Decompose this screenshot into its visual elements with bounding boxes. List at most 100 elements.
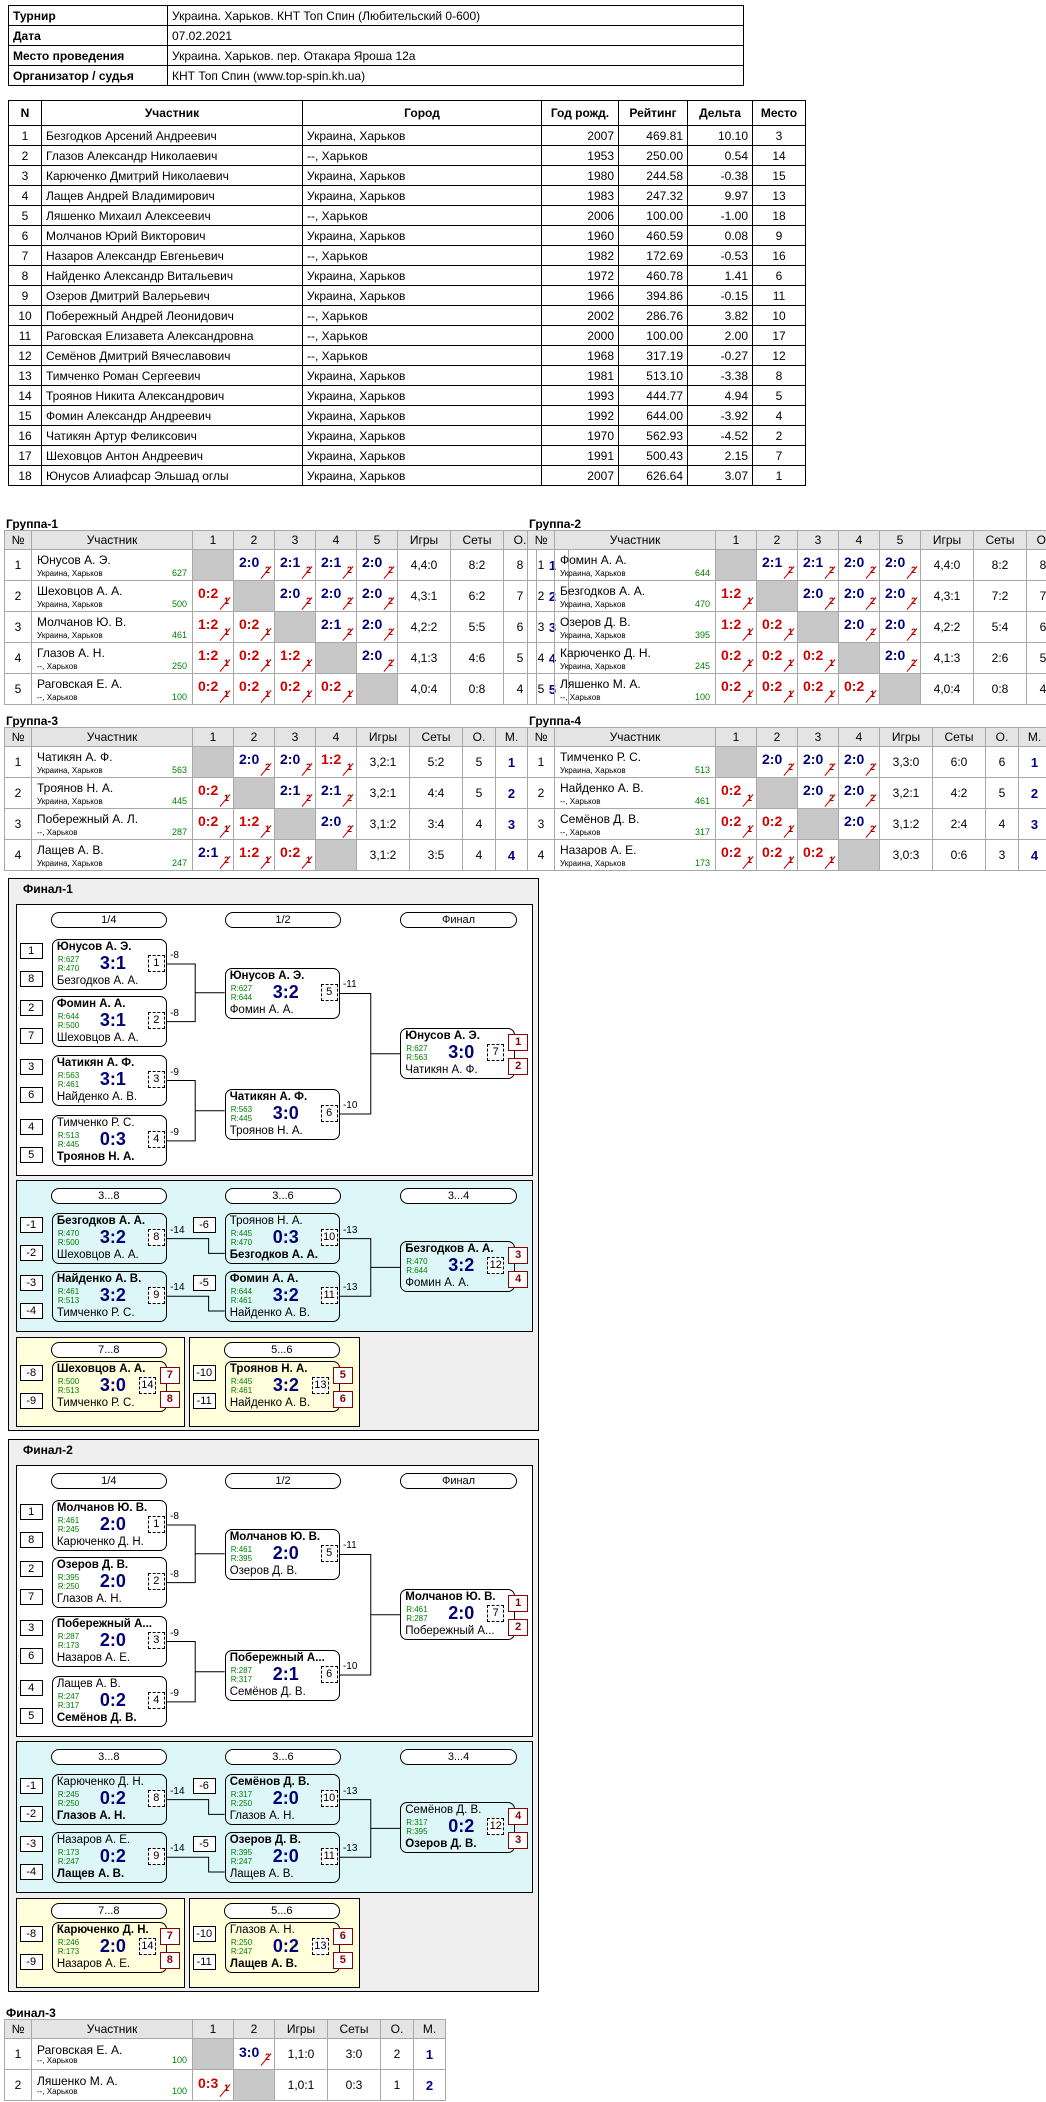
score: 1:2 bbox=[721, 615, 742, 632]
participant-cell: Фомин А. А. Украина, Харьков 644 bbox=[554, 549, 716, 581]
player-1: Карюченко Д. Н. bbox=[56, 1923, 149, 1936]
cell: 2000 bbox=[541, 325, 619, 346]
player-1: Глазов А. Н. bbox=[229, 1923, 295, 1936]
final-place: 7 bbox=[159, 1366, 180, 1384]
result: 0:2 1 bbox=[236, 675, 272, 704]
player-2: Семёнов Д. В. bbox=[56, 1712, 137, 1725]
cell: 172.69 bbox=[618, 245, 688, 266]
result: 0:2 1 bbox=[236, 613, 272, 642]
points: 2 bbox=[379, 565, 393, 578]
result: 2:0 2 bbox=[318, 810, 354, 839]
cell: -0.38 bbox=[687, 165, 753, 186]
result: 1:2 1 bbox=[277, 644, 313, 673]
cell: 1960 bbox=[541, 225, 619, 246]
result-cell: 2:0 2 bbox=[879, 580, 921, 612]
final-place: 5 bbox=[332, 1951, 353, 1969]
score: 1:2 bbox=[239, 812, 260, 829]
points-total: 6 bbox=[985, 746, 1019, 778]
match-box: Молчанов Ю. В. R:461 R:395 2:0 Озеров Д. В. 5 bbox=[224, 1528, 340, 1580]
participant-cell: Ляшенко М. А. --, Харьков 100 bbox=[31, 2069, 193, 2101]
sets: 6:2 bbox=[450, 580, 504, 612]
result-cell: 0:2 1 bbox=[756, 642, 798, 674]
column-header: 4 bbox=[315, 530, 357, 550]
rating-1: R:287 bbox=[57, 1632, 80, 1642]
round-header: 3...6 bbox=[224, 1748, 342, 1765]
loser-goes-to: -8 bbox=[170, 949, 179, 961]
match-score: 3:0 bbox=[272, 1102, 299, 1123]
column-header: 1 bbox=[192, 2019, 234, 2039]
cell: 1966 bbox=[541, 285, 619, 306]
rating-1: R:317 bbox=[406, 1818, 428, 1828]
header-label: Организатор / судья bbox=[8, 65, 168, 86]
player-2: Тимченко Р. С. bbox=[56, 1396, 135, 1409]
participant: Назаров А. Е. Украина, Харьков 173 bbox=[557, 841, 713, 870]
participant-city: --, Харьков bbox=[37, 827, 78, 837]
points-total: 3 bbox=[985, 839, 1019, 871]
sets: 2:4 bbox=[932, 808, 986, 840]
games: 3,2:1 bbox=[879, 777, 933, 809]
match-box: Карюченко Д. Н. R:246 R:173 2:0 Назаров А. Е… bbox=[51, 1921, 180, 1973]
cell: --, Харьков bbox=[302, 145, 542, 166]
player-1: Чатикян А. Ф. bbox=[229, 1090, 308, 1103]
participant-cell: Безгодков А. А. Украина, Харьков 470 bbox=[554, 580, 716, 612]
round-header: 7...8 bbox=[50, 1342, 168, 1359]
result-cell: 2:0 2 bbox=[797, 777, 839, 809]
result: 1:2 1 bbox=[718, 582, 754, 611]
participant-rating: 245 bbox=[694, 660, 710, 671]
cell: 1 bbox=[752, 465, 806, 486]
bracket-panel: 7...8 -8 -9 Карюченко Д. Н. R:246 R:173 2:0 Наз… bbox=[16, 1898, 185, 1988]
cell: 2 bbox=[752, 425, 806, 446]
loser-goes-to: -9 bbox=[170, 1627, 179, 1639]
player-2: Лащев А. В. bbox=[229, 1957, 298, 1970]
player-2: Озеров Д. В. bbox=[405, 1838, 477, 1851]
score: 0:2 bbox=[762, 615, 783, 632]
participant-rating: 563 bbox=[171, 764, 187, 775]
points: 1 bbox=[215, 793, 229, 806]
result: 1:2 1 bbox=[195, 644, 231, 673]
group-row: 4 Глазов А. Н. --, Харьков 250 1:2 1 0:2 1 1:2 1 2… bbox=[4, 642, 569, 674]
result-cell: 2:0 2 bbox=[233, 549, 275, 581]
rating-2: R:395 bbox=[230, 1553, 253, 1563]
cell: Чатикян Артур Феликсович bbox=[41, 425, 303, 446]
cell: Тимченко Роман Сергеевич bbox=[41, 365, 303, 386]
rating-2: R:461 bbox=[57, 1080, 80, 1090]
participant-cell: Юнусов А. Э. Украина, Харьков 627 bbox=[31, 549, 193, 581]
rating-1: R:461 bbox=[57, 1286, 80, 1296]
score: 2:0 bbox=[803, 750, 824, 767]
participant-city: --, Харьков bbox=[560, 827, 601, 837]
score: 1:2 bbox=[198, 615, 219, 632]
match-score: 2:0 bbox=[99, 1935, 126, 1956]
rating-2: R:644 bbox=[230, 992, 253, 1002]
column-header: 5 bbox=[879, 530, 921, 550]
cell: Украина, Харьков bbox=[302, 225, 542, 246]
score: 2:0 bbox=[885, 615, 906, 632]
points: 1 bbox=[297, 689, 311, 702]
rating-1: R:470 bbox=[406, 1257, 428, 1267]
seed: 6 bbox=[19, 1648, 43, 1665]
points: 1 bbox=[861, 689, 875, 702]
diag-cell bbox=[274, 611, 316, 643]
loser-goes-to: -14 bbox=[170, 1282, 185, 1294]
score: 2:0 bbox=[844, 615, 865, 632]
sets: 0:8 bbox=[450, 673, 504, 705]
score: 2:0 bbox=[762, 750, 783, 767]
participant-name: Шеховцов А. А. bbox=[37, 583, 123, 598]
participant-city: --, Харьков bbox=[37, 2087, 78, 2096]
column-header: 2 bbox=[233, 530, 275, 550]
participant-rating: 250 bbox=[171, 660, 187, 671]
row-number: 3 bbox=[527, 808, 555, 840]
cell: 100.00 bbox=[618, 325, 688, 346]
match-number: 12 bbox=[487, 1257, 505, 1275]
match-number: 13 bbox=[311, 1376, 329, 1394]
connector bbox=[167, 1238, 225, 1254]
sets: 5:4 bbox=[973, 611, 1027, 643]
result: 2:0 2 bbox=[236, 551, 272, 580]
player-2: Семёнов Д. В. bbox=[229, 1685, 306, 1698]
cell: Украина, Харьков bbox=[302, 365, 542, 386]
group-row: 2 Безгодков А. А. Украина, Харьков 470 1:2 1 2… bbox=[527, 580, 1046, 612]
rating-1: R:287 bbox=[230, 1665, 253, 1675]
group-row: 3 Семёнов Д. В. --, Харьков 317 0:2 1 0:2 1 2:0 2… bbox=[527, 808, 1046, 840]
round-header: 3...4 bbox=[400, 1748, 517, 1765]
points-total: 1 bbox=[380, 2069, 414, 2101]
cell: 1.41 bbox=[687, 265, 753, 286]
